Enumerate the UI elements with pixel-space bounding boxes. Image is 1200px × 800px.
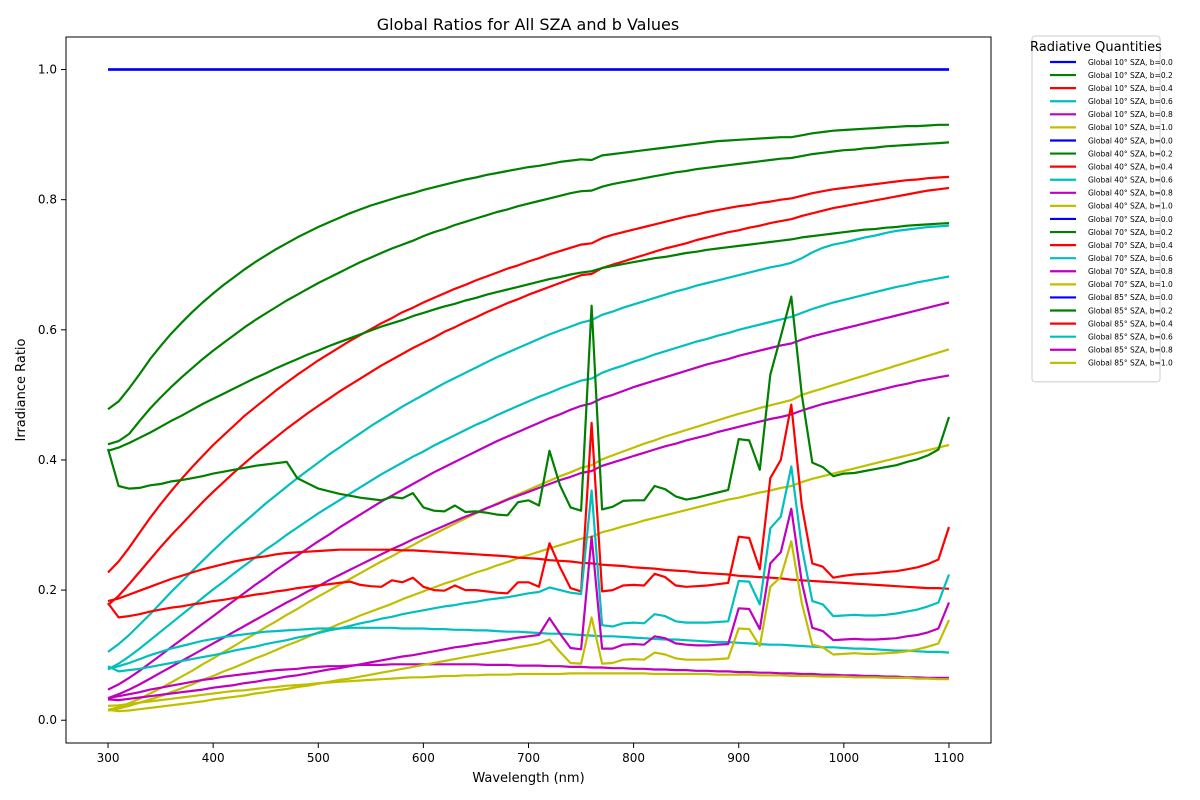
legend-entry-label: Global 10° SZA, b=0.4 bbox=[1088, 84, 1173, 93]
series-line-11 bbox=[107, 374, 950, 700]
legend-entry-label: Global 40° SZA, b=0.6 bbox=[1088, 176, 1173, 185]
series-line-21 bbox=[107, 403, 951, 619]
legend-entry-label: Global 10° SZA, b=0.0 bbox=[1088, 58, 1173, 67]
legend-entry-label: Global 85° SZA, b=0.0 bbox=[1088, 293, 1173, 302]
legend-entry-label: Global 40° SZA, b=0.0 bbox=[1088, 136, 1173, 145]
x-tick-label: 1000 bbox=[829, 751, 860, 765]
series-line-16 bbox=[107, 626, 950, 670]
legend-title: Radiative Quantities bbox=[1030, 40, 1162, 55]
legend-items: Global 10° SZA, b=0.0 Global 10° SZA, b=0… bbox=[1050, 58, 1173, 368]
legend-entry-label: Global 40° SZA, b=0.8 bbox=[1088, 189, 1173, 198]
plot-area: 300 400 500 600 700 800 900 1000 1100 0.00.20.40… bbox=[38, 36, 992, 765]
x-tick-label: 800 bbox=[622, 751, 645, 765]
legend-entry-label: Global 70° SZA, b=0.6 bbox=[1088, 254, 1173, 263]
series-line-3 bbox=[107, 175, 950, 574]
legend-entry-label: Global 40° SZA, b=0.2 bbox=[1088, 149, 1173, 158]
legend-entry-label: Global 10° SZA, b=0.8 bbox=[1088, 110, 1173, 119]
y-tick-label: 0.0 bbox=[38, 713, 57, 727]
legend-entry-label: Global 10° SZA, b=0.6 bbox=[1088, 97, 1173, 106]
legend-entry-label: Global 85° SZA, b=0.6 bbox=[1088, 332, 1173, 341]
y-tick-label: 0.4 bbox=[38, 453, 57, 467]
series-line-17 bbox=[107, 663, 949, 700]
legend-entry-label: Global 85° SZA, b=0.8 bbox=[1088, 346, 1173, 355]
y-axis-ticks: 0.0 0.2 0.4 0.6 0.8 1.0 bbox=[38, 63, 66, 727]
y-tick-label: 1.0 bbox=[38, 63, 57, 77]
x-tick-label: 1100 bbox=[934, 751, 965, 765]
legend-entry-label: Global 70° SZA, b=0.4 bbox=[1088, 241, 1173, 250]
legend-box bbox=[1031, 35, 1161, 383]
legend-entry-label: Global 40° SZA, b=0.4 bbox=[1088, 162, 1173, 171]
y-axis-label: Irradiance Ratio bbox=[14, 338, 29, 441]
series-line-24 bbox=[107, 540, 951, 713]
chart-title: Global Ratios for All SZA and b Values bbox=[377, 15, 679, 34]
y-tick-label: 0.6 bbox=[38, 323, 57, 337]
legend-entry-label: Global 85° SZA, b=0.2 bbox=[1088, 306, 1173, 315]
series-line-5 bbox=[107, 301, 950, 691]
series-lines bbox=[106, 68, 951, 713]
legend-entry-label: Global 70° SZA, b=1.0 bbox=[1088, 280, 1173, 289]
series-line-22 bbox=[107, 465, 951, 673]
series-line-20 bbox=[106, 295, 951, 517]
x-axis-ticks: 300 400 500 600 700 800 900 1000 1100 bbox=[97, 743, 965, 765]
series-line-23 bbox=[107, 507, 951, 702]
y-tick-label: 0.2 bbox=[38, 583, 57, 597]
series-line-2 bbox=[107, 123, 949, 411]
series-line-12 bbox=[107, 443, 950, 712]
x-axis-label: Wavelength (nm) bbox=[472, 771, 584, 786]
x-tick-label: 300 bbox=[97, 751, 120, 765]
y-tick-label: 0.8 bbox=[38, 193, 57, 207]
legend-entry-label: Global 70° SZA, b=0.2 bbox=[1088, 228, 1173, 237]
legend-entry-label: Global 70° SZA, b=0.8 bbox=[1088, 267, 1173, 276]
legend-entry-label: Global 70° SZA, b=0.0 bbox=[1088, 215, 1173, 224]
x-tick-label: 400 bbox=[202, 751, 225, 765]
series-line-14 bbox=[107, 222, 950, 452]
legend-entry-label: Global 85° SZA, b=0.4 bbox=[1088, 319, 1173, 328]
legend-entry-label: Global 85° SZA, b=1.0 bbox=[1088, 359, 1173, 368]
axes-frame bbox=[65, 36, 992, 744]
legend-entry-label: Global 10° SZA, b=0.2 bbox=[1088, 71, 1173, 80]
legend-entry-label: Global 40° SZA, b=1.0 bbox=[1088, 202, 1173, 211]
series-line-4 bbox=[107, 224, 950, 653]
series-line-18 bbox=[107, 672, 949, 707]
series-line-6 bbox=[107, 348, 950, 711]
x-tick-label: 900 bbox=[727, 751, 750, 765]
x-tick-label: 700 bbox=[517, 751, 540, 765]
series-line-10 bbox=[107, 275, 950, 671]
x-tick-label: 600 bbox=[412, 751, 435, 765]
x-tick-label: 500 bbox=[307, 751, 330, 765]
legend-entry-label: Global 10° SZA, b=1.0 bbox=[1088, 123, 1173, 132]
series-line-9 bbox=[107, 186, 950, 606]
legend: Radiative Quantities Global 10° SZA, b=0… bbox=[1030, 35, 1173, 383]
series-line-8 bbox=[107, 141, 950, 446]
